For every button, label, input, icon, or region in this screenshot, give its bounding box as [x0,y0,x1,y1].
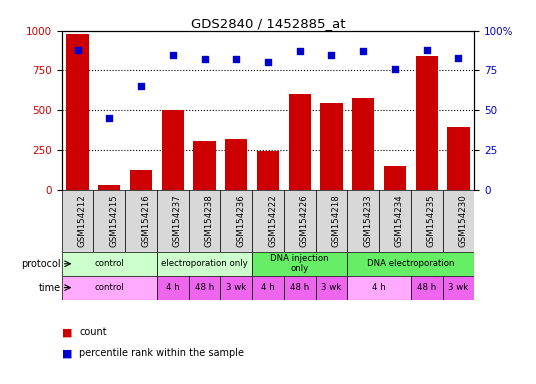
Text: DNA injection
only: DNA injection only [271,254,329,273]
FancyBboxPatch shape [316,276,347,300]
Bar [448,127,470,190]
Text: ■: ■ [62,348,72,358]
Bar [98,185,121,190]
Text: GSM154230: GSM154230 [458,194,467,247]
Text: 4 h: 4 h [166,283,180,292]
FancyBboxPatch shape [347,276,411,300]
Bar [66,34,88,190]
Text: electroporation only: electroporation only [161,259,248,268]
Text: GSM154212: GSM154212 [78,194,86,247]
Text: GSM154215: GSM154215 [109,194,118,247]
Point [422,47,431,53]
FancyBboxPatch shape [252,190,284,252]
Text: 48 h: 48 h [195,283,214,292]
Text: 3 wk: 3 wk [226,283,247,292]
FancyBboxPatch shape [62,252,157,276]
Point [359,48,368,55]
FancyBboxPatch shape [252,276,284,300]
FancyBboxPatch shape [347,190,379,252]
Text: control: control [94,259,124,268]
Bar [289,94,311,190]
FancyBboxPatch shape [93,190,125,252]
FancyBboxPatch shape [125,190,157,252]
FancyBboxPatch shape [189,276,220,300]
Text: 4 h: 4 h [261,283,275,292]
FancyBboxPatch shape [157,190,189,252]
FancyBboxPatch shape [443,190,474,252]
Text: GSM154237: GSM154237 [173,194,182,247]
FancyBboxPatch shape [62,190,93,252]
FancyBboxPatch shape [411,276,443,300]
FancyBboxPatch shape [284,276,316,300]
FancyBboxPatch shape [189,190,220,252]
Text: count: count [79,327,107,337]
Point [200,56,209,62]
Bar [257,151,279,190]
Text: GSM154222: GSM154222 [268,194,277,247]
Point [232,56,241,62]
Text: control: control [94,283,124,292]
Text: 48 h: 48 h [290,283,309,292]
FancyBboxPatch shape [316,190,347,252]
Point [327,51,336,58]
Text: 4 h: 4 h [372,283,386,292]
Text: 48 h: 48 h [417,283,436,292]
Text: GSM154238: GSM154238 [205,194,213,247]
Text: GSM154216: GSM154216 [141,194,150,247]
FancyBboxPatch shape [220,190,252,252]
Text: GSM154218: GSM154218 [331,194,340,247]
FancyBboxPatch shape [284,190,316,252]
Point [168,51,177,58]
Text: GSM154234: GSM154234 [395,194,404,247]
Text: DNA electroporation: DNA electroporation [367,259,455,268]
Point [105,115,114,121]
FancyBboxPatch shape [379,190,411,252]
Bar [193,141,215,190]
FancyBboxPatch shape [347,252,474,276]
Text: GSM154235: GSM154235 [427,194,436,247]
FancyBboxPatch shape [220,276,252,300]
Bar [162,110,184,190]
Point [264,60,272,66]
Bar [352,98,374,190]
Bar [225,139,248,190]
Point [137,83,145,89]
Point [73,47,82,53]
Text: ■: ■ [62,327,72,337]
Point [391,66,399,72]
Text: percentile rank within the sample: percentile rank within the sample [79,348,244,358]
Text: 3 wk: 3 wk [322,283,341,292]
Bar [130,170,152,190]
Point [295,48,304,55]
FancyBboxPatch shape [443,276,474,300]
FancyBboxPatch shape [157,276,189,300]
FancyBboxPatch shape [157,252,252,276]
Text: GSM154226: GSM154226 [300,194,309,247]
FancyBboxPatch shape [62,276,157,300]
Bar [415,56,438,190]
Text: 3 wk: 3 wk [448,283,468,292]
Point [454,55,463,61]
Title: GDS2840 / 1452885_at: GDS2840 / 1452885_at [191,17,345,30]
Text: GSM154236: GSM154236 [236,194,245,247]
FancyBboxPatch shape [411,190,443,252]
Text: time: time [39,283,61,293]
Text: protocol: protocol [21,259,61,269]
Text: GSM154233: GSM154233 [363,194,372,247]
Bar [321,103,343,190]
Bar [384,166,406,190]
FancyBboxPatch shape [252,252,347,276]
